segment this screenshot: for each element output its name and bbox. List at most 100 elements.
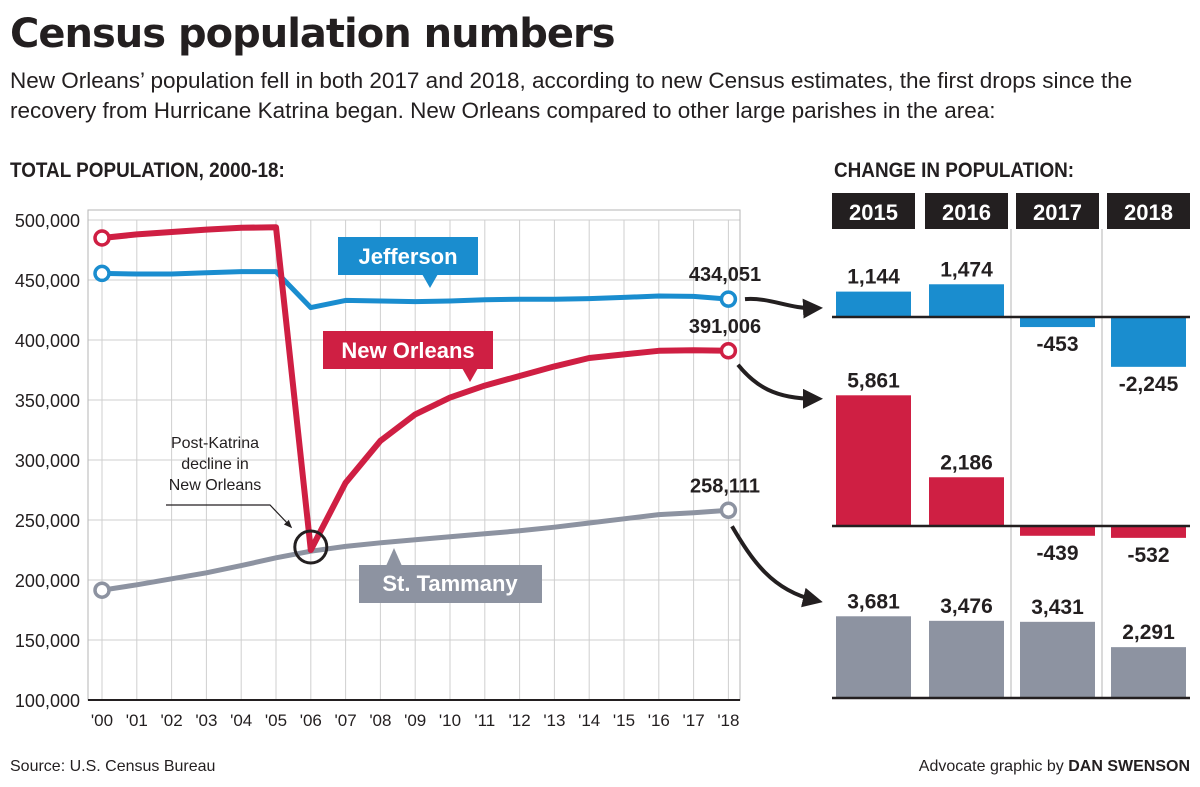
y-tick-label: 200,000 — [15, 571, 80, 591]
series-label-text: Jefferson — [358, 244, 457, 269]
series-point-st-tammany — [719, 501, 738, 520]
credit-note: Advocate graphic by DAN SWENSON — [919, 758, 1190, 776]
annotation-text: New Orleans — [169, 477, 261, 494]
bar-new-orleans — [1111, 526, 1186, 538]
series-label-new-orleans: New Orleans — [323, 331, 493, 382]
bar-st-tammany — [1020, 621, 1095, 698]
series-label-pointer — [462, 368, 478, 382]
bar-chart: 2015 2016 2017 2018 1,144 1,474 -453 -2,245 5,86… — [832, 193, 1190, 700]
bar-new-orleans — [929, 477, 1004, 526]
bar-value-label: 1,474 — [940, 258, 993, 281]
year-header-label: 2015 — [849, 200, 898, 225]
year-header-label: 2017 — [1033, 200, 1082, 225]
arrow-st-tammany — [730, 525, 823, 608]
series-label-st-tammany: St. Tammany — [359, 548, 542, 603]
series-end-label: 434,051 — [689, 264, 761, 286]
series-point-st-tammany — [93, 581, 111, 599]
series-line-new-orleans — [99, 224, 732, 553]
series-label-pointer — [422, 274, 438, 288]
arrow-new-orleans — [736, 363, 823, 409]
y-tick-label: 250,000 — [15, 511, 80, 531]
x-tick-label: '10 — [439, 711, 461, 730]
year-header-box — [1016, 193, 1099, 229]
bar-value-label: 1,144 — [847, 266, 900, 289]
year-header-label: 2018 — [1124, 200, 1173, 225]
credit-prefix: Advocate graphic by — [918, 758, 1064, 775]
annotation-leader — [166, 504, 293, 529]
annotation-circle — [293, 529, 329, 565]
series-point-new-orleans — [719, 342, 738, 360]
x-tick-label: '07 — [335, 711, 357, 730]
y-tick-label: 300,000 — [15, 451, 80, 471]
annotation: Post-Katrina decline in New Orleans — [169, 435, 261, 494]
bar-value-label: 5,861 — [847, 369, 900, 392]
series-line-st-tammany — [99, 507, 731, 593]
bar-new-orleans — [836, 395, 911, 526]
x-tick-label: '11 — [474, 711, 495, 730]
series-label-jefferson: Jefferson — [338, 237, 478, 288]
year-header-label: 2016 — [942, 200, 991, 225]
arrow-jefferson — [744, 296, 823, 319]
series-label-text: New Orleans — [341, 338, 474, 363]
series-label-text: St. Tammany — [382, 571, 518, 596]
bar-jefferson — [1111, 317, 1186, 367]
series-end-label: 391,006 — [689, 316, 761, 338]
series-label-box — [359, 565, 542, 603]
x-tick-label: '02 — [161, 711, 183, 730]
bar-value-label: 2,186 — [940, 451, 993, 474]
bar-st-tammany — [1111, 647, 1186, 698]
y-tick-label: 450,000 — [15, 271, 80, 291]
x-tick-label: '08 — [369, 711, 391, 730]
annotation-text: Post-Katrina — [171, 435, 259, 452]
bar-value-label: 3,431 — [1031, 596, 1084, 619]
series-line-jefferson — [99, 269, 731, 311]
bar-st-tammany — [929, 620, 1004, 698]
connector-arrows — [730, 296, 823, 608]
line-chart: 100,000 150,000 200,000 250,000 300,000 350,0… — [15, 209, 761, 730]
series-label-pointer — [386, 548, 402, 566]
bar-value-label: -532 — [1127, 544, 1169, 567]
series-point-new-orleans — [93, 229, 111, 247]
x-tick-label: '00 — [91, 711, 113, 730]
bar-new-orleans — [1020, 526, 1095, 536]
subtitle: New Orleans’ population fell in both 201… — [10, 68, 1133, 123]
bar-value-label: -453 — [1036, 333, 1078, 356]
series-end-label: 258,111 — [690, 475, 760, 497]
x-tick-label: '15 — [613, 711, 635, 730]
y-tick-label: 100,000 — [15, 691, 80, 711]
x-tick-label: '18 — [717, 711, 739, 730]
bar-jefferson — [929, 284, 1004, 317]
series-point-jefferson — [719, 290, 738, 308]
y-tick-label: 400,000 — [15, 331, 80, 351]
bar-jefferson — [836, 291, 911, 317]
x-tick-label: '14 — [578, 711, 600, 730]
annotation-text: decline in — [181, 456, 249, 473]
x-tick-label: '01 — [126, 711, 148, 730]
year-header-box — [925, 193, 1008, 229]
y-tick-label: 500,000 — [15, 211, 80, 231]
plot-frame — [87, 209, 741, 701]
year-header-box — [1107, 193, 1190, 229]
bar-value-label: -439 — [1036, 542, 1078, 565]
x-tick-label: '09 — [404, 711, 426, 730]
series-point-jefferson — [93, 264, 111, 283]
series-label-box — [323, 331, 493, 369]
bar-value-label: 3,681 — [847, 590, 900, 613]
page-title: Census population numbers — [10, 11, 616, 57]
series-label-box — [338, 237, 478, 275]
x-tick-label: '17 — [683, 711, 705, 730]
year-header-box — [832, 193, 915, 229]
x-tick-label: '03 — [195, 711, 217, 730]
x-tick-label: '05 — [265, 711, 287, 730]
x-tick-label: '06 — [300, 711, 322, 730]
credit-name: DAN SWENSON — [1068, 758, 1190, 775]
y-tick-label: 350,000 — [15, 391, 80, 411]
bar-value-label: -2,245 — [1119, 373, 1179, 396]
x-tick-label: '13 — [543, 711, 565, 730]
bar-jefferson — [1020, 317, 1095, 328]
x-tick-label: '04 — [230, 711, 252, 730]
bar-chart-heading: CHANGE IN POPULATION: — [834, 159, 1075, 182]
bar-value-label: 3,476 — [940, 595, 993, 618]
source-note: Source: U.S. Census Bureau — [10, 758, 216, 775]
